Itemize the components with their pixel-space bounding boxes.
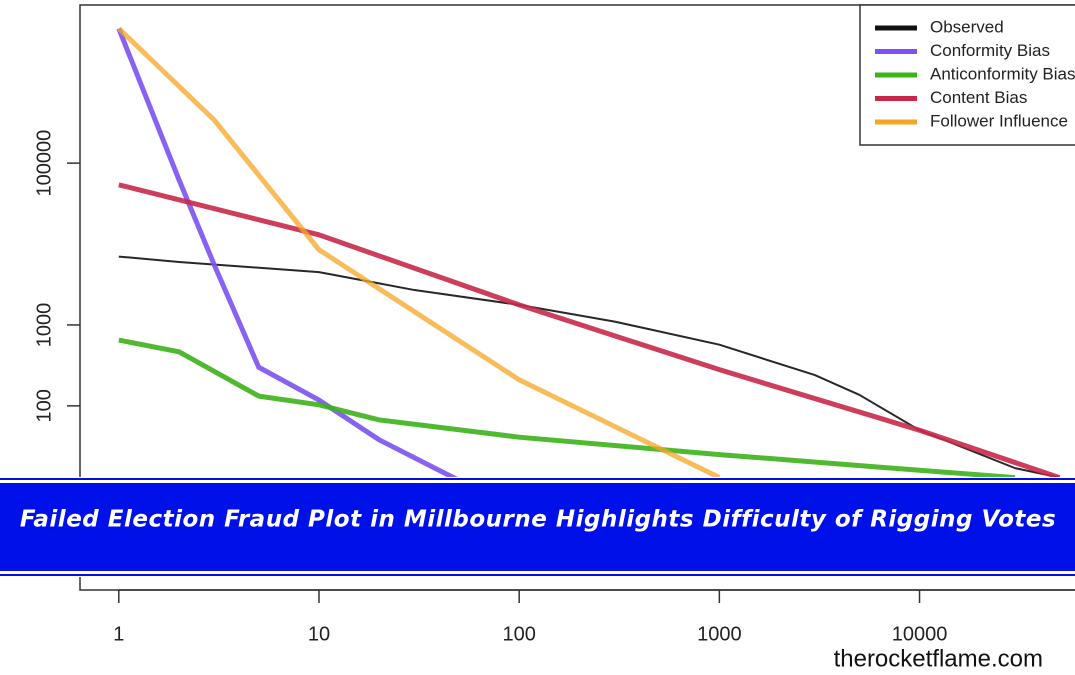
x-tick-label: 10000 [892, 623, 948, 645]
x-tick-label: 1000 [697, 623, 742, 645]
legend-label: Follower Influence [930, 111, 1068, 130]
series-line [116, 27, 461, 483]
x-tick-label: 100 [502, 623, 535, 645]
y-tick-label: 100 [33, 389, 55, 422]
x-tick-label: 10 [308, 623, 330, 645]
legend-label: Content Bias [930, 88, 1027, 107]
x-tick-label: 1 [113, 623, 124, 645]
banner-headline: Failed Election Fraud Plot in Millbourne… [20, 507, 1056, 533]
y-tick-label: 100000 [33, 130, 55, 197]
legend-label: Conformity Bias [930, 41, 1050, 60]
legend-label: Observed [930, 17, 1004, 36]
series-line [118, 337, 1016, 481]
banner [0, 483, 1075, 571]
series-line [117, 26, 721, 480]
y-tick-label: 1000 [33, 303, 55, 348]
legend-label: Anticonformity Bias [930, 64, 1075, 83]
watermark: therocketflame.com [834, 645, 1043, 672]
series-line [118, 182, 1061, 480]
